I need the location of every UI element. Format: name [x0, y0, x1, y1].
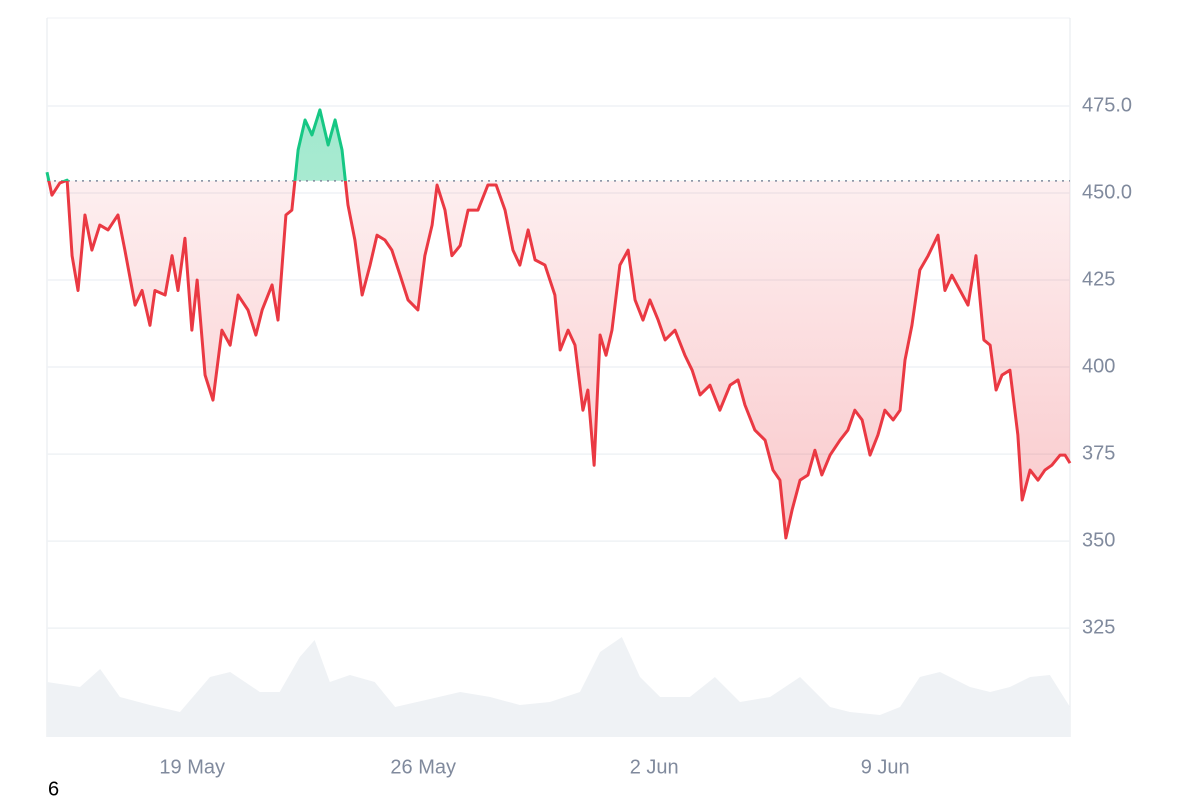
area-up: [47, 109, 1070, 181]
y-tick-label: 450.0: [1082, 181, 1132, 203]
y-tick-label: 375: [1082, 442, 1115, 464]
y-tick-label: 425: [1082, 268, 1115, 290]
area-down: [48, 180, 1070, 538]
y-tick-label: 350: [1082, 529, 1115, 551]
x-tick-label: 26 May: [390, 756, 456, 778]
x-tick-label: 19 May: [159, 756, 225, 778]
volume-area: [47, 637, 1070, 737]
x-tick-label: 2 Jun: [630, 756, 679, 778]
plot: 325 350 375 400 425 450.0 475.0 19 May 26 May 2 J…: [45, 17, 1132, 778]
y-tick-label: 475.0: [1082, 94, 1132, 116]
x-tick-label: 9 Jun: [861, 756, 910, 778]
y-tick-label: 400: [1082, 355, 1115, 377]
y-tick-label: 325: [1082, 616, 1115, 638]
line-down: [47, 180, 1072, 540]
footnote: 6: [48, 778, 59, 800]
